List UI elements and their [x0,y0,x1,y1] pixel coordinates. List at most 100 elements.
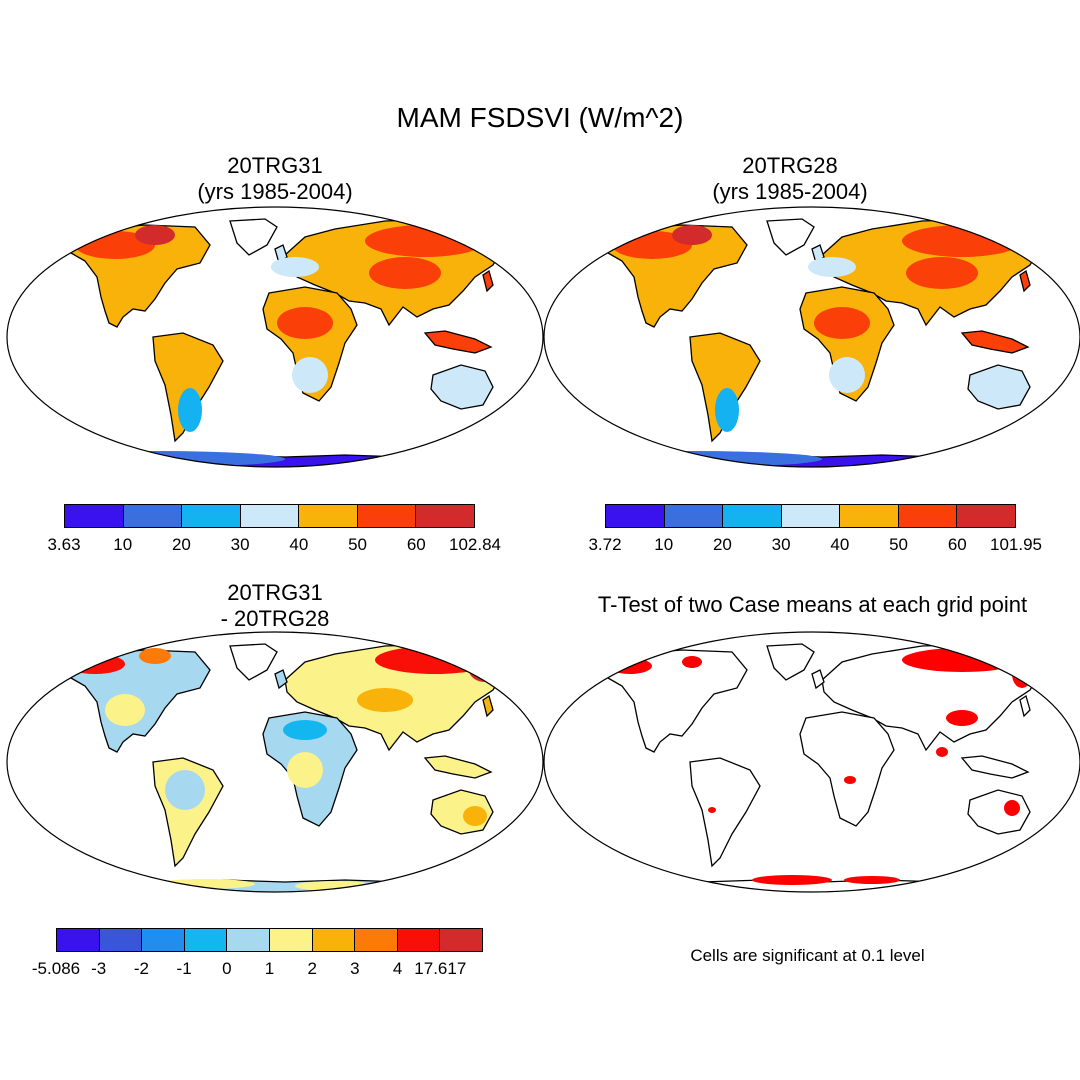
field-region [165,770,205,810]
panel-4-map [543,631,1080,893]
colorbar-tick-label: 3.72 [588,535,622,554]
panel-2-map [543,206,1080,468]
colorbar-tick-label: 50 [348,535,368,554]
field-region [1004,800,1020,816]
colorbar-swatch [440,929,482,951]
continent-antarctica [114,454,456,467]
continent-japan [482,269,494,293]
continent-greenland [766,218,815,256]
colorbar-swatch [182,505,241,527]
map-outline [543,631,1080,893]
colorbar-swatch [898,505,958,527]
colorbar-swatch [723,505,782,527]
continent-indonesia [960,755,1030,779]
field-region [844,776,856,784]
colorbar-swatch [123,505,183,527]
colorbar-tick-label: 4 [392,959,403,978]
colorbar-swatch [397,929,441,951]
field-region [715,388,739,432]
continent-africa [799,711,895,827]
colorbar-swatch [664,505,724,527]
colorbar-tick-label: 60 [947,535,967,554]
panel-3-title: 20TRG31 - 20TRG28 [120,580,430,632]
field-region [1012,660,1032,688]
colorbar-tick-label: 17.617 [414,959,467,978]
colorbar-swatch [142,929,185,951]
field-region [829,357,865,393]
field-region [902,648,1022,672]
panel-3-map [6,631,544,893]
field-region [277,307,333,339]
colorbar-tick-label: 1 [264,959,275,978]
field-region [906,257,978,289]
colorbar-swatch [781,505,841,527]
colorbar-tick-label: -3 [91,959,107,978]
field-region [369,257,441,289]
field-region [455,225,495,245]
colorbar-swatch [99,929,143,951]
panel-1-map [6,206,544,468]
continent-greenland [229,643,278,681]
field-region [271,257,319,277]
panel-3-title-line2: - 20TRG28 [220,606,330,631]
field-region [292,357,328,393]
colorbar-tick-label: 2 [307,959,317,978]
continent-uk [274,669,288,690]
panel-1-colorbar [64,504,475,528]
field-region [178,388,202,432]
colorbar-tick-label: -2 [133,959,149,978]
colorbar-tick-label: 30 [771,535,791,554]
colorbar-tick-label: 3 [350,959,360,978]
colorbar-tick-label: 60 [406,535,426,554]
colorbar-tick-label: 102.84 [449,535,501,554]
colorbar-swatch [312,929,356,951]
colorbar-tick-label: 20 [171,535,191,554]
field-region [283,720,327,740]
continent-australia [967,364,1031,410]
field-region [105,694,145,726]
field-region [287,752,323,788]
panel-4-title: T-Test of two Case means at each grid po… [597,592,1028,617]
continent-newzealand [504,838,514,858]
colorbar-swatch [57,929,100,951]
panel-1-title: 20TRG31 (yrs 1985-2004) [120,153,430,205]
field-region [992,225,1032,245]
colorbar-tick-label: -5.086 [31,959,81,978]
colorbar-swatch [355,929,398,951]
continent-newzealand [504,413,514,433]
panel-2-title-line2: (yrs 1985-2004) [712,179,868,204]
continent-newzealand [1041,413,1051,433]
colorbar-swatch [269,929,313,951]
map-outline [6,631,544,893]
panel-4-significance-note: Cells are significant at 0.1 level [690,946,925,965]
panel-3-title-line1: 20TRG31 [227,580,323,605]
panel-2-title-line1: 20TRG28 [742,153,838,178]
map-outline [543,206,1080,468]
continent-greenland [766,643,815,681]
panel-2-title: 20TRG28 (yrs 1985-2004) [635,153,945,205]
colorbar-tick-label: -1 [176,959,192,978]
colorbar-tick-label: 0 [222,959,232,978]
continent-japan [1019,694,1031,718]
continent-southAmerica [689,757,761,868]
colorbar-tick-label: 10 [113,535,133,554]
field-region [936,747,948,757]
field-region [844,876,900,884]
continent-uk [811,669,825,690]
field-region [295,881,375,891]
field-region [946,710,978,726]
figure-title: MAM FSDSVI (W/m^2) [396,102,684,133]
map-outline [6,206,544,468]
colorbar-tick-label: 30 [230,535,250,554]
colorbar-swatch [240,505,300,527]
continent-newzealand [1041,838,1051,858]
continent-japan [1019,269,1031,293]
colorbar-swatch [357,505,417,527]
colorbar-tick-label: 3.63 [47,535,81,554]
field-region [357,688,413,712]
continent-australia [430,364,494,410]
colorbar-tick-label: 50 [889,535,909,554]
continent-antarctica [114,879,456,892]
field-region [469,658,501,682]
colorbar-tick-label: 40 [830,535,850,554]
